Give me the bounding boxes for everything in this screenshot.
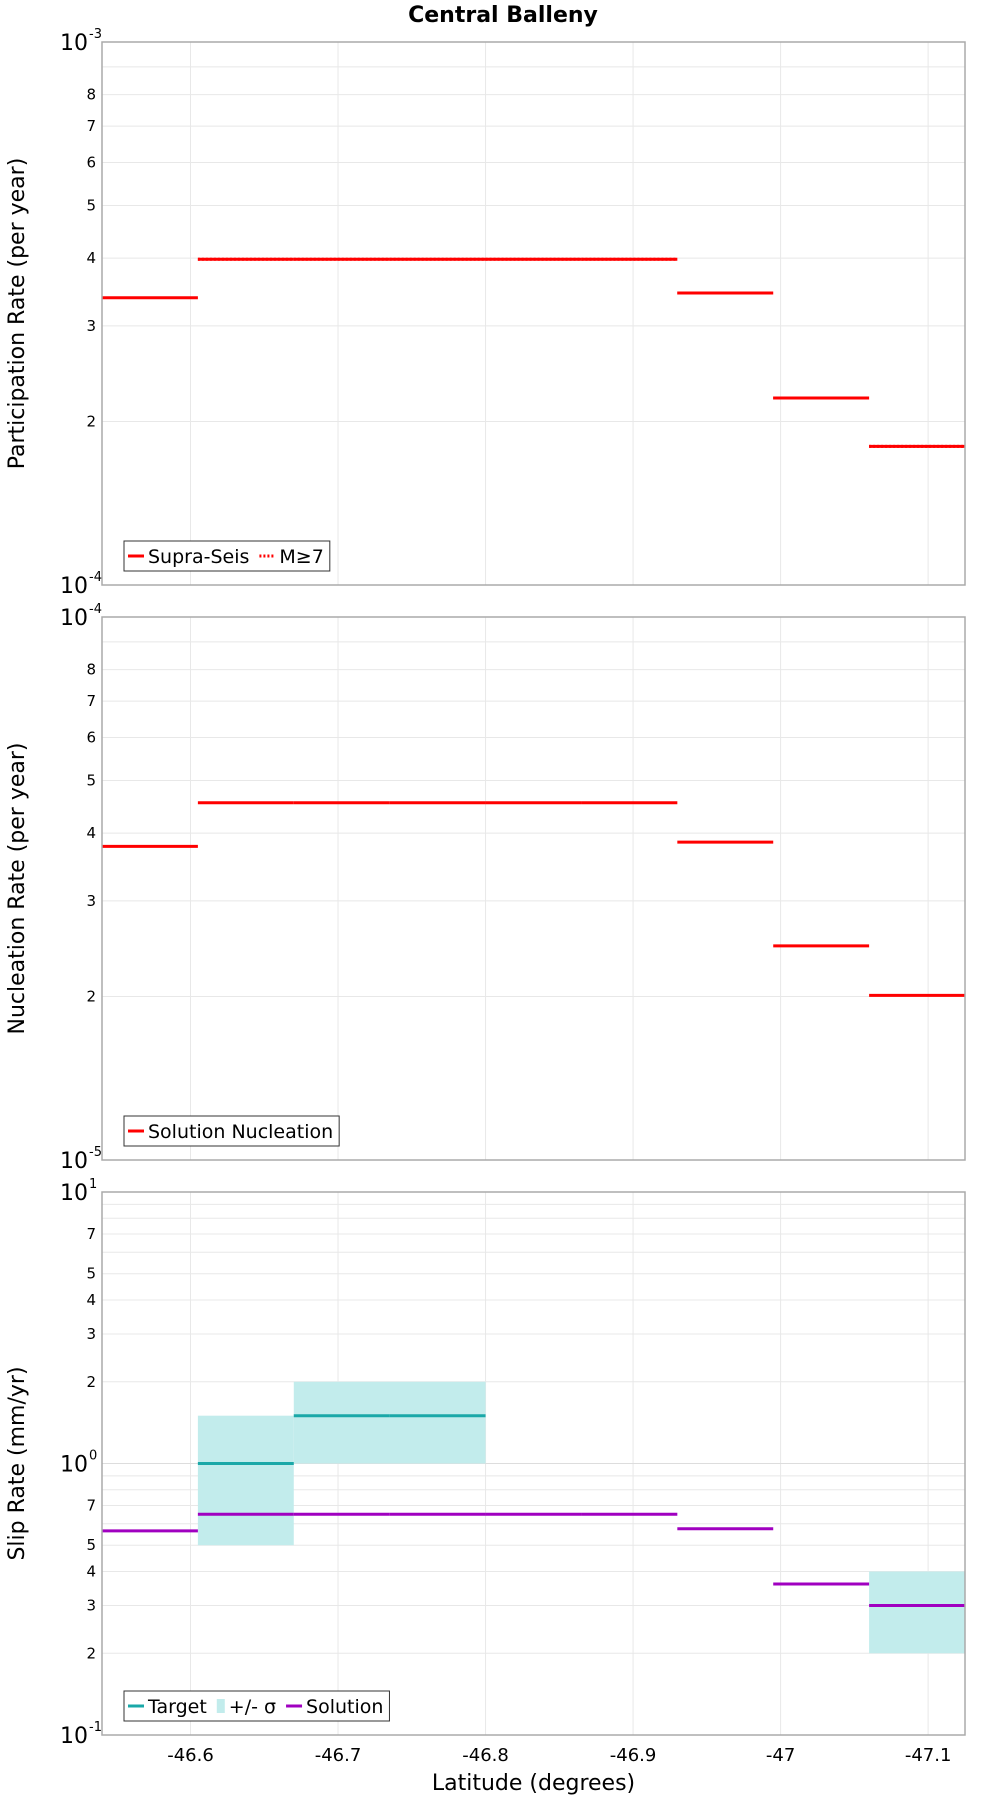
plot-area: [102, 617, 965, 1160]
sigma-band: [197, 1415, 294, 1546]
y-minor-tick-label: 7: [86, 692, 96, 710]
y-minor-tick-label: 7: [86, 1497, 96, 1515]
x-tick-label: -46.7: [315, 1745, 362, 1766]
sigma-band: [293, 1381, 486, 1464]
y-minor-tick-label: 4: [86, 1563, 96, 1581]
y-axis-label: Participation Rate (per year): [5, 158, 30, 470]
y-major-tick-exponent: -5: [89, 1145, 102, 1160]
plot-frame: [101, 41, 966, 586]
y-minor-tick-label: 7: [86, 1225, 96, 1243]
y-minor-tick-label: 4: [86, 824, 96, 842]
legend-label: Solution: [306, 1696, 383, 1718]
y-minor-tick-label: 8: [86, 86, 96, 104]
plot-area: [102, 42, 965, 585]
series-supra-seis: [102, 257, 965, 448]
x-axis-label: Latitude (degrees): [432, 1771, 635, 1796]
y-minor-tick-label: 3: [86, 1596, 96, 1614]
x-tick-label: -47: [766, 1745, 795, 1766]
y-minor-tick-label: 2: [86, 1644, 96, 1662]
legend-label: Target: [147, 1696, 207, 1718]
y-minor-tick-label: 3: [86, 1325, 96, 1343]
legend: Target +/- σ Solution: [123, 1690, 390, 1722]
y-major-tick-exponent: -3: [89, 27, 102, 42]
legend: Supra-Seis M≥7: [123, 540, 331, 572]
y-minor-tick-label: 2: [86, 988, 96, 1006]
y-minor-tick-label: 3: [86, 317, 96, 335]
y-major-tick-exponent: 0: [89, 1449, 97, 1464]
x-tick-label: -47.1: [905, 1745, 952, 1766]
y-minor-tick-label: 5: [86, 196, 96, 214]
legend-label: Solution Nucleation: [148, 1121, 333, 1143]
legend: Solution Nucleation: [123, 1115, 340, 1147]
y-major-tick-exponent: -1: [89, 1720, 102, 1735]
legend-box: [123, 1115, 340, 1147]
plot-frame: [101, 1191, 966, 1736]
y-minor-tick-label: 2: [86, 413, 96, 431]
y-minor-tick-label: 6: [86, 728, 96, 746]
y-minor-tick-label: 5: [86, 771, 96, 789]
y-major-tick-label: 10: [60, 574, 88, 599]
legend-label: +/- σ: [229, 1696, 276, 1718]
legend-swatch-band: [216, 1699, 225, 1713]
y-major-tick-label: 10: [60, 1181, 88, 1206]
y-minor-tick-label: 7: [86, 117, 96, 135]
y-minor-tick-label: 4: [86, 1291, 96, 1309]
x-tick-label: -46.8: [462, 1745, 509, 1766]
y-axis-label: Slip Rate (mm/yr): [5, 1366, 30, 1560]
y-major-tick-exponent: -4: [89, 570, 102, 585]
series-solution-nucleation: [102, 801, 965, 997]
x-tick-label: -46.9: [610, 1745, 657, 1766]
plot-frame: [101, 616, 966, 1161]
series-target: [197, 1414, 486, 1465]
series-solution: [102, 1512, 965, 1607]
legend-box: [123, 540, 331, 572]
y-minor-tick-label: 5: [86, 1536, 96, 1554]
legend-label: Supra-Seis: [148, 546, 249, 568]
y-axis-label: Nucleation Rate (per year): [5, 743, 30, 1035]
y-minor-tick-label: 5: [86, 1265, 96, 1283]
y-major-tick-label: 10: [60, 1724, 88, 1749]
y-major-tick-label: 10: [60, 606, 88, 631]
legend-box: [123, 1690, 390, 1722]
x-tick-label: -46.6: [167, 1745, 214, 1766]
y-major-tick-exponent: -4: [89, 602, 102, 617]
sigma-band: [869, 1571, 965, 1654]
legend-label: M≥7: [279, 546, 323, 568]
y-major-tick-label: 10: [60, 1149, 88, 1174]
y-minor-tick-label: 4: [86, 249, 96, 267]
y-major-tick-exponent: 1: [89, 1177, 97, 1192]
y-minor-tick-label: 2: [86, 1373, 96, 1391]
y-minor-tick-label: 6: [86, 153, 96, 171]
chart-title: Central Balleny: [408, 3, 598, 28]
y-minor-tick-label: 8: [86, 661, 96, 679]
y-minor-tick-label: 3: [86, 892, 96, 910]
y-major-tick-label: 10: [60, 1453, 88, 1478]
y-major-tick-label: 10: [60, 31, 88, 56]
